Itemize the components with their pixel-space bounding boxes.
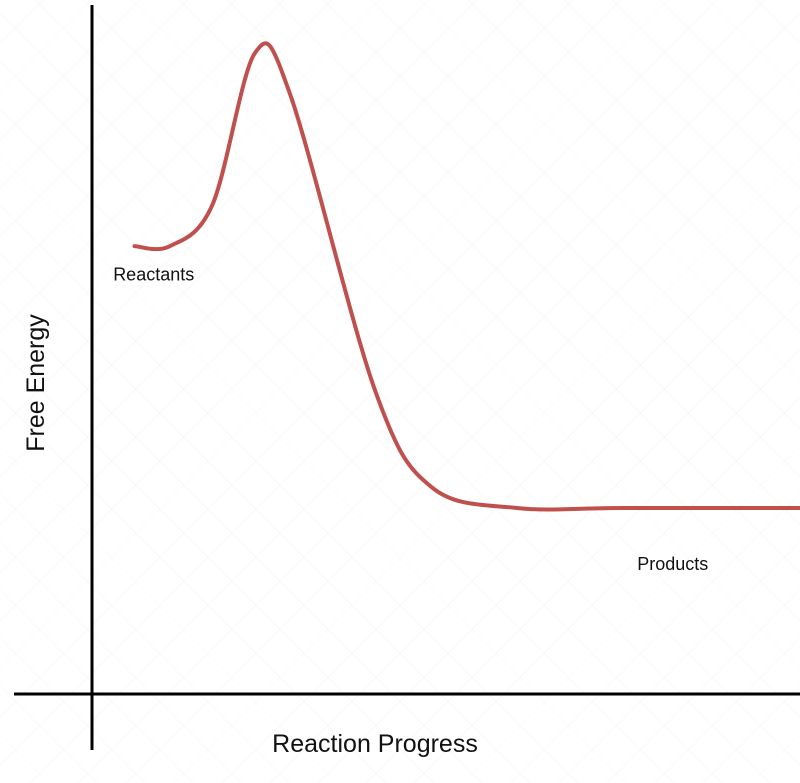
reactants-label: Reactants [113,265,194,285]
energy-curve-line [132,41,800,512]
y-axis-title: Free Energy [22,314,50,452]
products-label: Products [637,554,708,574]
x-axis-title: Reaction Progress [272,730,478,758]
